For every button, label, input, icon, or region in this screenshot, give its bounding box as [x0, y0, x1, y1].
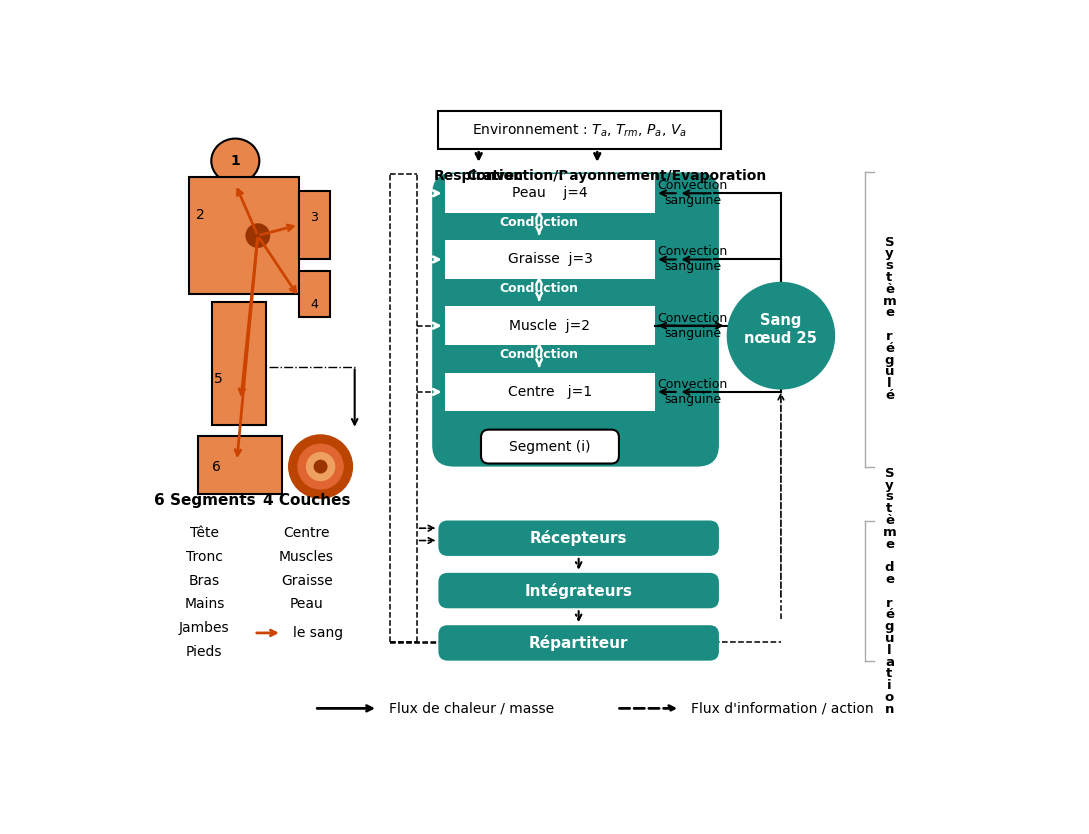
- Text: 2: 2: [196, 208, 205, 222]
- Text: Graisse: Graisse: [281, 574, 332, 588]
- Text: 4: 4: [310, 298, 318, 310]
- Text: Muscles: Muscles: [279, 550, 334, 564]
- Text: Graisse  j=3: Graisse j=3: [507, 253, 592, 267]
- FancyBboxPatch shape: [481, 430, 619, 464]
- Text: le sang: le sang: [293, 626, 343, 640]
- Text: 4 Couches: 4 Couches: [262, 493, 351, 508]
- FancyBboxPatch shape: [439, 626, 719, 661]
- Text: Convection
sanguine: Convection sanguine: [658, 179, 727, 208]
- Bar: [444, 306, 656, 345]
- Text: 1: 1: [231, 154, 241, 168]
- Text: Centre: Centre: [283, 525, 330, 540]
- Text: Respiration: Respiration: [433, 169, 524, 183]
- Text: Tête: Tête: [189, 525, 219, 540]
- Text: Environnement : $T_a$, $T_{rm}$, $P_a$, $V_a$: Environnement : $T_a$, $T_{rm}$, $P_a$, …: [473, 122, 687, 138]
- Text: 5: 5: [213, 372, 222, 386]
- Text: Jambes: Jambes: [179, 621, 230, 636]
- Text: Bras: Bras: [188, 574, 220, 588]
- Text: Flux de chaleur / masse: Flux de chaleur / masse: [389, 701, 554, 716]
- Text: Convection
sanguine: Convection sanguine: [658, 378, 727, 406]
- Bar: [444, 240, 656, 279]
- Text: Centre   j=1: Centre j=1: [507, 385, 592, 399]
- Text: Conduction: Conduction: [500, 349, 578, 361]
- FancyBboxPatch shape: [439, 573, 719, 608]
- Text: Convection/Rayonnement/Evaporation: Convection/Rayonnement/Evaporation: [466, 169, 767, 183]
- Text: S
y
s
t
è
m
e
 
r
é
g
u
l
é: S y s t è m e r é g u l é: [882, 235, 896, 402]
- Text: Segment (i): Segment (i): [510, 440, 590, 454]
- Text: Récepteurs: Récepteurs: [530, 530, 627, 546]
- Text: 3: 3: [310, 211, 318, 224]
- Bar: [444, 373, 656, 411]
- Text: Convection
sanguine: Convection sanguine: [658, 312, 727, 339]
- Text: 6: 6: [211, 460, 220, 474]
- Bar: [298, 271, 330, 317]
- Circle shape: [287, 435, 353, 499]
- Circle shape: [314, 460, 328, 474]
- Bar: [439, 111, 721, 149]
- Text: Conduction: Conduction: [500, 216, 578, 229]
- Text: Pieds: Pieds: [186, 646, 222, 659]
- Bar: [298, 191, 330, 259]
- Text: Répartiteur: Répartiteur: [529, 635, 628, 651]
- FancyBboxPatch shape: [439, 520, 719, 556]
- Text: Sang
nœud 25: Sang nœud 25: [745, 313, 818, 346]
- Bar: [212, 302, 267, 425]
- Circle shape: [245, 224, 270, 248]
- Text: Peau: Peau: [290, 597, 323, 611]
- Text: Mains: Mains: [184, 597, 224, 611]
- Text: Conduction: Conduction: [500, 282, 578, 295]
- FancyBboxPatch shape: [432, 173, 719, 466]
- Text: Convection
sanguine: Convection sanguine: [658, 245, 727, 274]
- Bar: [198, 436, 282, 495]
- Ellipse shape: [211, 138, 259, 183]
- Text: Intégrateurs: Intégrateurs: [525, 583, 633, 599]
- Text: Flux d'information / action: Flux d'information / action: [692, 701, 873, 716]
- Text: Tronc: Tronc: [186, 550, 223, 564]
- Circle shape: [306, 452, 335, 481]
- Bar: [444, 174, 656, 213]
- Text: Peau    j=4: Peau j=4: [512, 186, 588, 200]
- Text: S
y
s
t
è
m
e
 
d
e
 
r
é
g
u
l
a
t
i
o
n: S y s t è m e d e r é g u l a t i o n: [882, 467, 896, 716]
- Text: 6 Segments: 6 Segments: [154, 493, 255, 508]
- Circle shape: [297, 444, 344, 490]
- Circle shape: [726, 282, 835, 389]
- Bar: [188, 177, 298, 294]
- Text: Muscle  j=2: Muscle j=2: [510, 319, 590, 333]
